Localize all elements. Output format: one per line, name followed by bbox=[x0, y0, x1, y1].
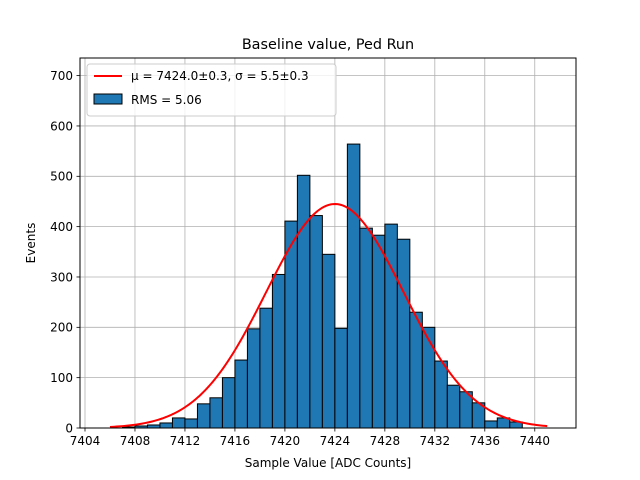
x-tick-label: 7404 bbox=[70, 434, 101, 448]
histogram-bar bbox=[196, 403, 211, 429]
legend-box bbox=[86, 63, 337, 117]
legend-hist-swatch bbox=[93, 93, 123, 105]
histogram-bar bbox=[259, 307, 273, 429]
x-tick-label: 7432 bbox=[420, 434, 451, 448]
histogram-bar bbox=[359, 227, 373, 429]
y-axis: 0 100 200 300 400 500 600 700 bbox=[50, 69, 80, 435]
x-tick-label: 7424 bbox=[320, 434, 351, 448]
x-tick-label: 7436 bbox=[470, 434, 501, 448]
y-tick-label: 200 bbox=[50, 321, 73, 335]
fit-curve bbox=[109, 202, 548, 428]
y-tick-label: 600 bbox=[50, 119, 73, 133]
histogram-bar bbox=[396, 238, 411, 429]
histogram-bar bbox=[334, 327, 348, 429]
y-tick-label: 0 bbox=[65, 421, 73, 435]
x-tick-label: 7440 bbox=[519, 434, 550, 448]
plot-frame bbox=[79, 57, 577, 429]
histogram-bar bbox=[221, 377, 236, 429]
x-tick-label: 7412 bbox=[170, 434, 201, 448]
histogram-bar bbox=[309, 215, 323, 429]
legend-hist-label: RMS = 5.06 bbox=[131, 93, 202, 107]
histogram-bar bbox=[384, 223, 398, 429]
x-tick-label: 7416 bbox=[220, 434, 251, 448]
x-tick-label: 7420 bbox=[270, 434, 301, 448]
histogram-bar bbox=[346, 143, 361, 429]
x-tick-label: 7408 bbox=[120, 434, 151, 448]
y-tick-label: 300 bbox=[50, 270, 73, 284]
histogram-bar bbox=[421, 326, 436, 429]
histogram-bar bbox=[184, 418, 198, 429]
histogram-bar bbox=[371, 234, 386, 429]
y-tick-label: 700 bbox=[50, 69, 73, 83]
x-axis-label: Sample Value [ADC Counts] bbox=[245, 456, 411, 470]
y-tick-label: 100 bbox=[50, 371, 73, 385]
y-axis-label: Events bbox=[24, 223, 38, 264]
y-tick-label: 400 bbox=[50, 220, 73, 234]
histogram-bar bbox=[321, 253, 336, 429]
histogram-bar bbox=[234, 359, 248, 429]
y-tick-label: 500 bbox=[50, 170, 73, 184]
histogram-bar bbox=[484, 420, 498, 429]
x-tick-label: 7428 bbox=[370, 434, 401, 448]
histogram-bar bbox=[409, 311, 423, 429]
histogram-bar bbox=[446, 384, 461, 429]
histogram-bar bbox=[246, 328, 261, 429]
histogram-bar bbox=[209, 397, 223, 429]
histogram-bar bbox=[296, 174, 311, 429]
histogram-bar bbox=[271, 273, 286, 429]
histogram-bar bbox=[434, 360, 448, 429]
histogram-bar bbox=[159, 422, 173, 429]
legend: μ = 7424.0±0.3, σ = 5.5±0.3 RMS = 5.06 bbox=[86, 63, 337, 117]
chart-title: Baseline value, Ped Run bbox=[242, 37, 414, 53]
x-axis: 7404 7408 7412 7416 7420 7424 7428 7432 7436 7440 bbox=[70, 428, 550, 448]
histogram-bar bbox=[171, 417, 186, 429]
legend-fit-label: μ = 7424.0±0.3, σ = 5.5±0.3 bbox=[131, 69, 309, 83]
